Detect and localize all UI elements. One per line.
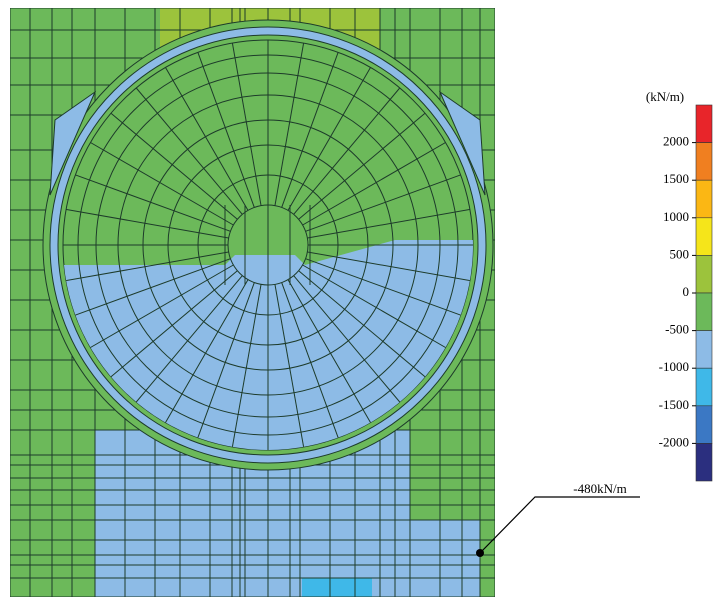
annotation-leader bbox=[479, 496, 640, 554]
colorbar-band bbox=[695, 443, 713, 482]
mesh-spoke bbox=[132, 83, 243, 215]
mesh-spoke bbox=[106, 109, 238, 220]
colorbar-band bbox=[695, 142, 713, 181]
colorbar-tick-label: 0 bbox=[683, 284, 690, 299]
mesh-spoke bbox=[298, 270, 430, 381]
annotation-label: -480kN/m bbox=[573, 481, 626, 496]
mesh-spoke bbox=[287, 62, 374, 211]
mesh-spoke bbox=[305, 258, 466, 318]
mesh-spoke bbox=[162, 279, 249, 428]
mesh-spoke bbox=[281, 282, 341, 443]
colorbar-unit: (kN/m) bbox=[646, 89, 684, 104]
colorbar-tick-label: 2000 bbox=[663, 134, 689, 149]
colorbar-tick-label: -2000 bbox=[659, 434, 689, 449]
disc-mesh bbox=[63, 40, 473, 450]
mesh-spoke bbox=[293, 275, 404, 407]
mesh-spoke bbox=[293, 83, 404, 215]
mesh-spoke bbox=[106, 270, 238, 381]
colorbar-band bbox=[695, 179, 713, 219]
mesh-spoke bbox=[162, 62, 249, 211]
mesh-spoke bbox=[274, 284, 305, 450]
mesh-spoke bbox=[305, 172, 466, 232]
colorbar-band bbox=[695, 330, 713, 369]
mesh-spoke bbox=[307, 251, 473, 282]
mesh-spoke bbox=[231, 40, 262, 206]
mesh-spoke bbox=[195, 47, 255, 208]
mesh-spoke bbox=[298, 109, 430, 220]
colorbar-band bbox=[695, 217, 713, 256]
mesh-spoke bbox=[63, 251, 229, 282]
contour-plot bbox=[10, 8, 495, 597]
mesh-spoke bbox=[281, 47, 341, 208]
mesh-spoke bbox=[70, 172, 231, 232]
colorbar-tick-label: 1000 bbox=[663, 209, 689, 224]
colorbar-band bbox=[695, 292, 713, 331]
mesh-spoke bbox=[70, 258, 231, 318]
mesh-spoke bbox=[307, 208, 473, 239]
colorbar-tick-label: -500 bbox=[665, 322, 689, 337]
colorbar-band bbox=[695, 104, 713, 143]
mesh-spoke bbox=[63, 208, 229, 239]
colorbar-band bbox=[695, 367, 713, 407]
edge-region bbox=[410, 430, 480, 520]
min-region bbox=[302, 578, 372, 597]
mesh-spoke bbox=[287, 279, 374, 428]
colorbar-tick-label: -1500 bbox=[659, 397, 689, 412]
disc-low-region bbox=[63, 240, 473, 450]
mesh-spoke bbox=[231, 284, 262, 450]
side-region bbox=[49, 90, 486, 196]
colorbar-tick-label: -1000 bbox=[659, 359, 689, 374]
mesh-spoke bbox=[132, 275, 243, 407]
mesh-spoke bbox=[274, 40, 305, 206]
mesh-spoke bbox=[195, 282, 255, 443]
mesh-spoke bbox=[302, 264, 451, 351]
colorbar-tick-label: 500 bbox=[670, 246, 690, 261]
mesh-spoke bbox=[85, 139, 234, 226]
colorbar: 2000 1500 1000 500 0 -500 -1000 -1500 -2000 bbox=[659, 104, 713, 482]
colorbar-band bbox=[695, 405, 713, 444]
colorbar-tick-label: 1500 bbox=[663, 171, 689, 186]
mesh-spoke bbox=[85, 264, 234, 351]
colorbar-band bbox=[695, 255, 713, 294]
mesh-spoke bbox=[302, 139, 451, 226]
